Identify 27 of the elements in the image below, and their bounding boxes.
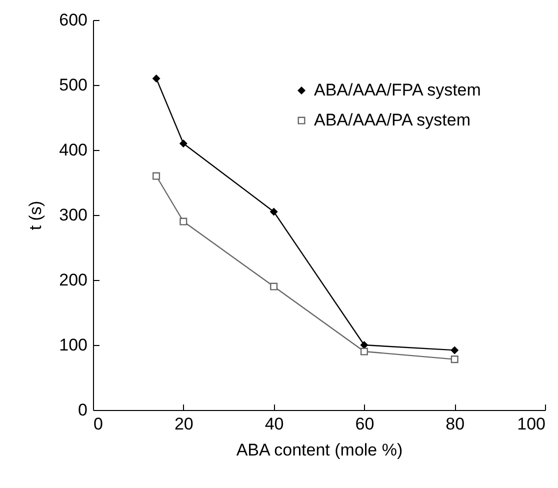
y-tick-label: 400 <box>59 140 88 160</box>
x-tick-label: 0 <box>94 414 103 434</box>
y-tick-label: 0 <box>78 400 88 420</box>
legend-label: ABA/AAA/PA system <box>314 110 471 130</box>
x-tick-label: 60 <box>355 414 374 434</box>
y-axis-title: t (s) <box>26 200 46 230</box>
x-tick-label: 100 <box>517 414 546 434</box>
point <box>180 218 188 226</box>
point <box>152 74 160 82</box>
y-tick-label: 500 <box>59 76 88 94</box>
point <box>360 348 368 356</box>
point <box>152 172 160 180</box>
y-tick-label: 600 <box>59 10 88 30</box>
x-tick-label: 20 <box>174 414 194 434</box>
x-tick-label: 40 <box>264 414 284 434</box>
point <box>360 341 368 349</box>
y-tick-label: 300 <box>59 206 88 224</box>
point <box>450 346 458 354</box>
point <box>450 356 458 364</box>
legend-label: ABA/AAA/FPA system <box>314 80 481 100</box>
y-tick-label: 200 <box>59 270 88 290</box>
point <box>180 140 188 148</box>
point <box>270 282 278 290</box>
point <box>270 208 278 216</box>
x-axis-title: ABA content (mole %) <box>236 440 403 460</box>
y-tick-label: 100 <box>59 336 88 354</box>
x-tick-label: 80 <box>446 414 465 434</box>
